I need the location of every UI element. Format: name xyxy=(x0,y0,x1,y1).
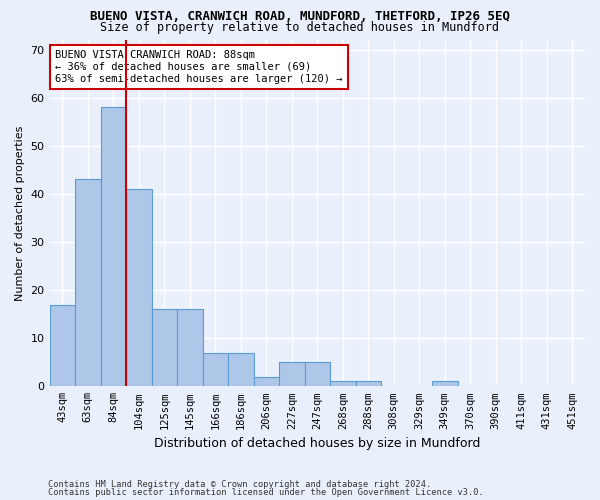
Bar xyxy=(254,376,279,386)
Bar xyxy=(279,362,305,386)
Text: BUENO VISTA CRANWICH ROAD: 88sqm
← 36% of detached houses are smaller (69)
63% o: BUENO VISTA CRANWICH ROAD: 88sqm ← 36% o… xyxy=(55,50,343,84)
Bar xyxy=(101,108,126,386)
Text: BUENO VISTA, CRANWICH ROAD, MUNDFORD, THETFORD, IP26 5EQ: BUENO VISTA, CRANWICH ROAD, MUNDFORD, TH… xyxy=(90,10,510,23)
X-axis label: Distribution of detached houses by size in Mundford: Distribution of detached houses by size … xyxy=(154,437,481,450)
Text: Contains public sector information licensed under the Open Government Licence v3: Contains public sector information licen… xyxy=(48,488,484,497)
Bar xyxy=(152,310,177,386)
Text: Size of property relative to detached houses in Mundford: Size of property relative to detached ho… xyxy=(101,22,499,35)
Bar xyxy=(432,382,458,386)
Text: Contains HM Land Registry data © Crown copyright and database right 2024.: Contains HM Land Registry data © Crown c… xyxy=(48,480,431,489)
Bar xyxy=(305,362,330,386)
Bar xyxy=(50,304,75,386)
Bar xyxy=(356,382,381,386)
Bar xyxy=(126,189,152,386)
Bar xyxy=(330,382,356,386)
Bar xyxy=(75,180,101,386)
Bar xyxy=(203,352,228,386)
Bar xyxy=(177,310,203,386)
Bar xyxy=(228,352,254,386)
Y-axis label: Number of detached properties: Number of detached properties xyxy=(15,126,25,301)
